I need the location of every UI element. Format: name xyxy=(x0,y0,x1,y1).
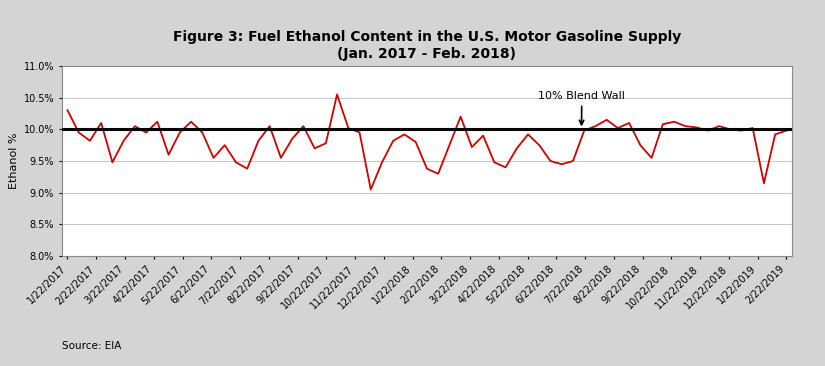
Title: Figure 3: Fuel Ethanol Content in the U.S. Motor Gasoline Supply
(Jan. 2017 - Fe: Figure 3: Fuel Ethanol Content in the U.… xyxy=(172,30,681,60)
Y-axis label: Ethanol %: Ethanol % xyxy=(9,133,20,189)
Text: 10% Blend Wall: 10% Blend Wall xyxy=(539,91,625,125)
Text: Source: EIA: Source: EIA xyxy=(62,341,121,351)
